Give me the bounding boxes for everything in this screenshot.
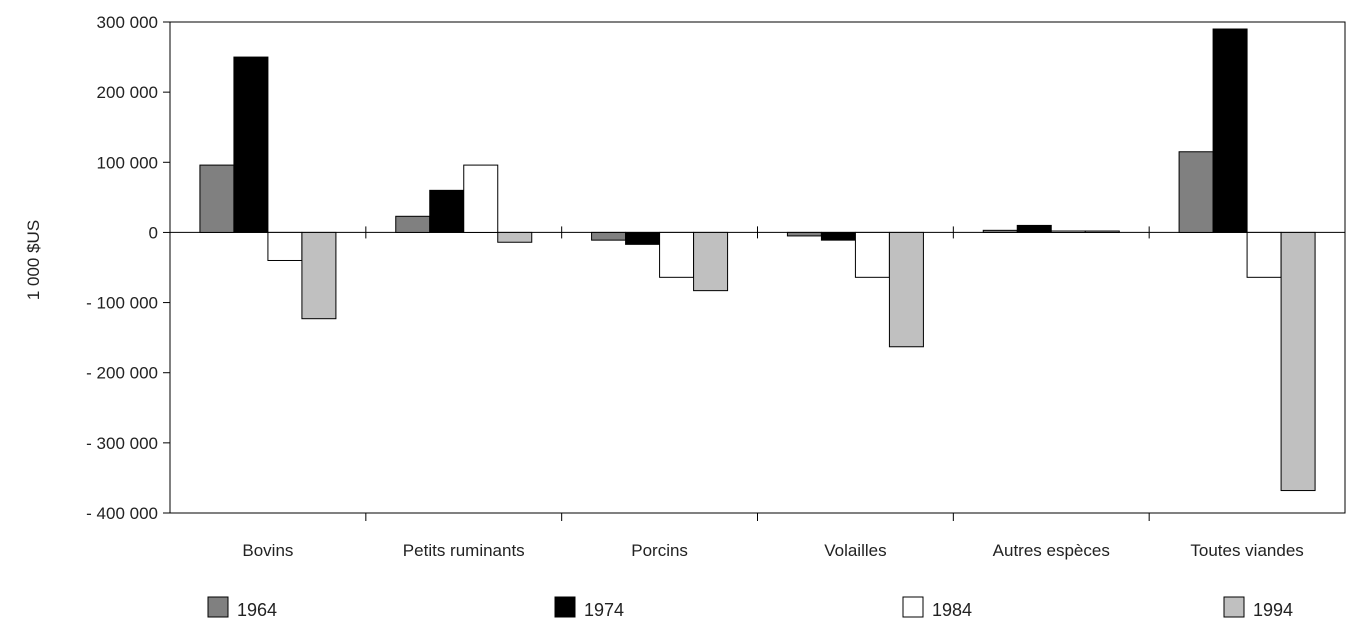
bar-1994 bbox=[497, 231, 533, 243]
bar-1974 bbox=[429, 189, 465, 233]
bar-1964 bbox=[982, 229, 1018, 233]
bar-1974 bbox=[820, 231, 856, 241]
y-axis: 300 000 200 000 100 000 0 - 100 000 - 200 000… bbox=[86, 13, 170, 523]
bar-1964 bbox=[786, 231, 822, 237]
legend-label: 1994 bbox=[1253, 600, 1293, 618]
category-label: Petits ruminants bbox=[403, 541, 525, 560]
bar-1994 bbox=[1280, 231, 1316, 492]
legend-swatch-1964 bbox=[207, 596, 229, 618]
bar-1974 bbox=[1016, 224, 1052, 233]
bar-1974 bbox=[1212, 28, 1248, 233]
legend-swatch-1984 bbox=[902, 596, 924, 618]
category-label: Bovins bbox=[242, 541, 293, 560]
legend-label: 1974 bbox=[584, 600, 624, 618]
x-axis bbox=[170, 226, 1345, 521]
legend-label: 1964 bbox=[237, 600, 277, 618]
y-axis-label: 1 000 $US bbox=[24, 220, 43, 300]
bar-1974 bbox=[233, 56, 269, 233]
bars bbox=[199, 28, 1316, 492]
category-label: Volailles bbox=[824, 541, 886, 560]
category-label: Autres espèces bbox=[993, 541, 1110, 560]
y-tick-label: - 200 000 bbox=[86, 364, 158, 383]
bar-1964 bbox=[199, 164, 235, 233]
category-label: Porcins bbox=[631, 541, 688, 560]
bar-1964 bbox=[1178, 151, 1214, 233]
y-tick-label: 100 000 bbox=[97, 153, 158, 172]
plot-area bbox=[169, 21, 1346, 514]
bar-1964 bbox=[395, 215, 431, 233]
bar-1984 bbox=[854, 231, 890, 278]
y-tick-label: 0 bbox=[149, 223, 158, 242]
bar-1984 bbox=[659, 231, 695, 278]
bar-1994 bbox=[1084, 230, 1120, 233]
legend-swatch-1974 bbox=[554, 596, 576, 618]
bar-1994 bbox=[301, 231, 337, 320]
legend-label: 1984 bbox=[932, 600, 972, 618]
bar-1994 bbox=[888, 231, 924, 348]
bar-1984 bbox=[1246, 231, 1282, 278]
category-labels: Bovins Petits ruminants Porcins Volailles Au… bbox=[242, 541, 1303, 560]
bar-1974 bbox=[625, 231, 661, 245]
y-tick-label: 200 000 bbox=[97, 83, 158, 102]
bar-1984 bbox=[267, 231, 303, 261]
y-tick-label: - 300 000 bbox=[86, 434, 158, 453]
bar-1984 bbox=[463, 164, 499, 233]
bar-1964 bbox=[591, 231, 627, 241]
bar-1984 bbox=[1050, 230, 1086, 233]
bar-1994 bbox=[693, 231, 729, 292]
legend: 1964 1974 1984 1994 bbox=[207, 596, 1293, 618]
y-tick-label: - 400 000 bbox=[86, 504, 158, 523]
legend-swatch-1994 bbox=[1223, 596, 1245, 618]
category-label: Toutes viandes bbox=[1190, 541, 1303, 560]
y-tick-label: 300 000 bbox=[97, 13, 158, 32]
y-tick-label: - 100 000 bbox=[86, 294, 158, 313]
